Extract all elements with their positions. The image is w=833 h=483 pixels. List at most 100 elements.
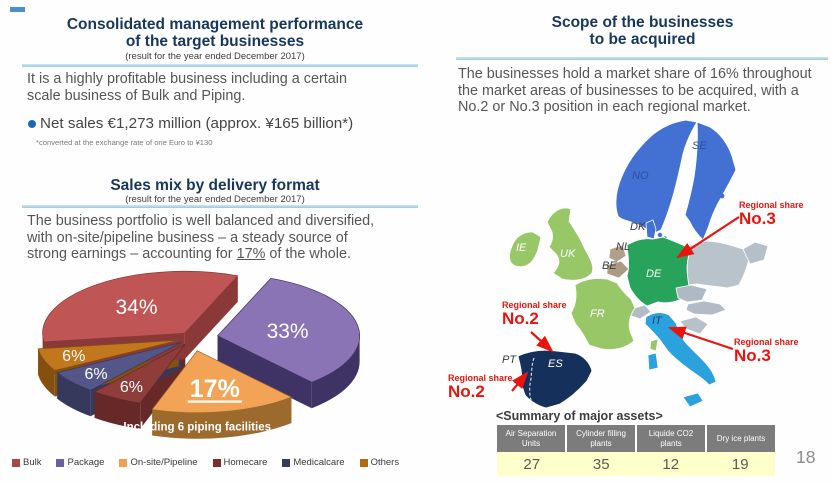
left-section2-divider (22, 205, 418, 208)
left-section2-title: Sales mix by delivery format (110, 177, 320, 194)
annotation-italy: Regional share No.3 (734, 337, 799, 366)
body-line3-underlined-pct: 17% (236, 246, 266, 263)
pie-percent-label: 34% (116, 296, 158, 319)
annotation-portugal: Regional share No.2 (448, 373, 513, 402)
label-pt: PT (502, 354, 517, 366)
annotation-spain: Regional share No.2 (502, 300, 567, 328)
europe-market-map: SE NO DK IE UK NL BE DE FR PT ES IT (450, 118, 833, 418)
country-sweden (684, 121, 737, 241)
left-section1-body-line2: scale business of Bulk and Piping. (27, 87, 246, 104)
legend-label-package: Package (67, 457, 105, 468)
label-fr: FR (590, 308, 605, 320)
sales-mix-pie-chart: 33%17%Including 6 piping facilities6%6%6… (37, 270, 360, 439)
arrow-to-spain (530, 331, 554, 353)
pie-percent-label: 6% (120, 379, 143, 396)
left-section1-title-line2: of the target businesses (125, 33, 305, 50)
arrow-to-portugal (511, 371, 529, 392)
label-es: ES (548, 358, 563, 370)
legend-label-onsite: On-site/Pipeline (130, 457, 198, 468)
left-section1-body-line1: It is a highly profitable business inclu… (27, 71, 347, 87)
label-nl: NL (616, 241, 631, 253)
legend-marker-bulk-icon (12, 458, 20, 467)
label-uk: UK (560, 248, 576, 260)
annotation-germany-rank: No.3 (739, 209, 776, 229)
pie-slice-segment (37, 339, 179, 371)
pie-percent-label: 6% (85, 366, 108, 383)
annotation-germany-title: Regional share (739, 200, 804, 210)
annotation-spain-title: Regional share (502, 300, 567, 310)
pie-slice-segment (311, 335, 360, 409)
summary-value-cylinder-filling: 35 (592, 455, 610, 473)
summary-header-row: Air Separation Units Cylinder filling pl… (497, 425, 775, 452)
pie-percent-label: 33% (267, 320, 309, 343)
legend-item-bulk: Bulk (12, 457, 41, 468)
left-section2-body-line1: The business portfolio is well balanced … (27, 213, 375, 229)
left-section1-subtitle: (result for the year ended December 2017… (125, 51, 305, 62)
label-it: IT (652, 315, 662, 327)
portugal-border (529, 357, 535, 408)
pie-legend: Bulk Package On-site/Pipeline Homecare M… (12, 457, 399, 468)
left-section1-title-line1: Consolidated management performance (66, 16, 364, 33)
legend-label-bulk: Bulk (23, 457, 42, 468)
annotation-germany: Regional share No.3 (739, 200, 804, 229)
label-be: BE (602, 260, 617, 272)
summary-heading: <Summary of major assets> (496, 409, 663, 423)
annotation-italy-rank: No.3 (734, 346, 771, 366)
left-section2-body-line3: strong earnings – accounting for 17% of … (27, 246, 374, 263)
net-sales-text: Net sales €1,273 million (approx. ¥165 b… (40, 115, 354, 132)
pie-slice-segment (152, 397, 292, 439)
pie-slice-segment (38, 348, 55, 397)
pie-slice-segment (56, 342, 182, 391)
slide-corner-dash (10, 7, 25, 12)
pie-band-label: Including 6 piping facilities (123, 422, 271, 434)
country-poland (686, 240, 750, 289)
island-sardinia (647, 352, 659, 371)
legend-marker-package-icon (56, 458, 65, 467)
annotation-italy-title: Regional share (734, 337, 799, 347)
right-body-line2: the market areas of businesses to be acq… (458, 82, 799, 99)
pie-percent-label: 6% (62, 348, 85, 365)
right-body-line3: No.2 or No.3 position in each regional m… (458, 99, 751, 116)
net-sales-bullet-row: Net sales €1,273 million (approx. ¥165 b… (28, 115, 353, 132)
legend-label-homecare: Homecare (223, 457, 268, 468)
label-de: DE (646, 268, 662, 280)
summary-value-dry-ice: 19 (731, 455, 749, 473)
label-ie: IE (516, 242, 527, 254)
summary-col-air-separation: Air Separation Units (497, 425, 565, 452)
legend-marker-homecare-icon (212, 458, 221, 467)
summary-table: Air Separation Units Cylinder filling pl… (497, 425, 775, 476)
legend-label-medicalcare: Medicalcare (293, 457, 345, 468)
country-norway (615, 119, 698, 235)
summary-values-row: 27 35 12 19 (497, 452, 775, 476)
island-zealand (657, 232, 663, 238)
legend-marker-onsite-icon (119, 458, 128, 467)
left-section1-divider (22, 64, 418, 67)
label-dk: DK (630, 221, 646, 233)
summary-value-air-separation: 27 (523, 455, 541, 473)
body-line3-pre: strong earnings – accounting for (27, 246, 237, 263)
label-no: NO (632, 170, 649, 182)
pie-slice-segment (217, 335, 312, 409)
country-france (570, 277, 636, 351)
pie-slice-segment (151, 350, 293, 414)
island-gotland (719, 193, 725, 199)
left-section1-body: It is a highly profitable business inclu… (27, 71, 347, 104)
left-section2-body-line2: with on-site/pipeline business – a stead… (27, 229, 348, 246)
country-italy (644, 312, 717, 386)
legend-item-onsite: On-site/Pipeline (119, 457, 198, 468)
summary-col-dry-ice: Dry ice plants (707, 425, 775, 452)
left-section2-body: The business portfolio is well balanced … (27, 213, 374, 263)
pie-slice-segment (217, 277, 360, 383)
legend-label-others: Others (370, 457, 400, 468)
summary-col-cylinder-filling: Cylinder filling plants (567, 425, 635, 452)
exchange-rate-footnote: *converted at the exchange rate of one E… (36, 138, 213, 147)
country-czech (675, 284, 708, 303)
country-uk (546, 207, 594, 281)
pie-slice-segment (42, 270, 239, 343)
annotation-portugal-rank: No.2 (448, 382, 485, 402)
right-body-line1: The businesses hold a market share of 16… (458, 66, 812, 82)
right-divider (456, 57, 828, 60)
legend-item-medicalcare: Medicalcare (282, 457, 345, 468)
island-sicily (682, 392, 704, 408)
